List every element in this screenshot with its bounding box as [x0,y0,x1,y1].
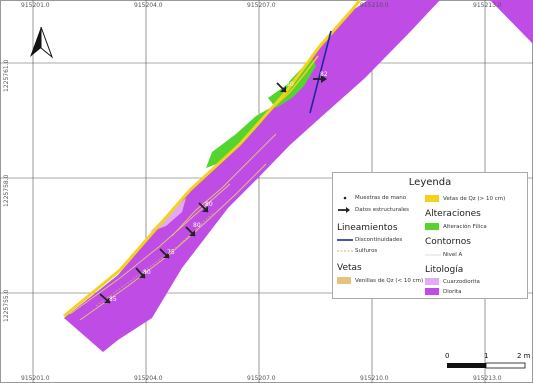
venilla-line-2[interactable] [79,163,267,321]
legend-heading-contornos: Contornos [425,237,471,247]
legend-heading-alteraciones: Alteraciones [425,209,481,219]
legend-item-muestras: Muestras de mano [355,195,407,201]
coord-bottom-5: 915213.0 [473,375,502,382]
discontinuidad-line-icon [337,239,353,241]
scale-label-1: 1 [484,352,489,360]
coord-top-4: 915210.0 [360,2,389,9]
veta-qz-line-1[interactable] [63,0,362,318]
dip-label: 75 [167,249,175,256]
alteracion-filica-polygon-s[interactable] [206,108,270,168]
diorita-polygon-main[interactable] [64,0,440,352]
venillas-swatch-icon [337,277,351,284]
arrow-right-icon [338,207,350,213]
cuarzodiorita-swatch-icon [425,278,439,285]
strike-dip-arrow-7[interactable] [313,75,327,83]
dip-label: 85 [109,296,117,303]
scale-label-0: 0 [445,352,450,360]
legend-item-venillas: Venillas de Qz (< 10 cm) [355,278,424,284]
strike-dip-arrow-4[interactable] [185,226,196,237]
sulfuro-line-icon [337,250,353,252]
coord-top-5: 915213.0 [473,2,502,9]
coord-left-1: 1225761.0 [3,59,10,92]
coord-top-1: 915201.0 [21,2,50,9]
scale-label-2: 2 m [517,352,531,360]
legend-item-nivel-a: Nivel A [443,252,463,258]
diorita-polygon-ne[interactable] [490,0,533,44]
dip-label: 82 [320,71,328,78]
legend-item-discontinuidades: Discontinuidades [355,237,403,243]
diorita-swatch-icon [425,288,439,295]
legend-heading-litologia: Litología [425,265,464,275]
alteracion-filica-swatch-icon [425,223,439,230]
nivel-a-line-icon [425,254,441,256]
strike-dip-arrow-5[interactable] [198,202,209,213]
veta-qz-line-2[interactable] [267,55,319,113]
scale-bar [447,362,526,369]
venilla-line-3[interactable] [171,133,277,237]
coord-left-2: 1225758.0 [3,174,10,207]
muestra-dot-icon [343,196,347,200]
coord-left-3: 1225755.0 [3,289,10,322]
coord-bottom-3: 915207.0 [247,375,276,382]
dip-label: 80 [193,222,201,229]
dip-label: 80 [205,201,213,208]
strike-dip-arrow-2[interactable] [135,267,146,279]
dip-labels: 85 80 75 80 80 80 82 [109,71,328,303]
legend-title: Leyenda [408,177,452,188]
venilla-line-1[interactable] [69,183,231,315]
discontinuidad-line[interactable] [309,30,332,114]
datos-estructurales[interactable] [99,75,327,304]
sulfuro-line-1[interactable] [95,211,215,307]
strike-dip-arrow-6[interactable] [276,82,287,93]
legend-item-vetas-qz: Vetas de Qz (> 10 cm) [443,196,506,202]
legend-item-diorita: Diorita [443,289,462,295]
dip-label: 80 [143,269,151,276]
legend-item-datos: Datos estructurales [355,207,409,213]
strike-dip-arrow-1[interactable] [99,293,111,304]
legend-item-alteracion-filica: Alteración Fílica [443,224,487,230]
vetas-qz-swatch-icon [425,195,439,202]
strike-dip-arrow-3[interactable] [159,248,170,259]
legend-heading-lineamientos: Lineamientos [337,223,398,233]
legend-item-sulfuros: Sulfuros [355,248,378,254]
coord-bottom-2: 915204.0 [134,375,163,382]
north-arrow-icon [30,26,54,59]
coord-top-2: 915204.0 [134,2,163,9]
map-legend: Leyenda Muestras de mano Datos estructur… [332,172,528,299]
legend-heading-vetas: Vetas [337,263,362,273]
dip-label: 80 [286,81,294,88]
legend-item-cuarzodiorita: Cuarzodiorita [443,279,480,285]
coord-top-3: 915207.0 [247,2,276,9]
coord-bottom-4: 915210.0 [360,375,389,382]
coord-bottom-1: 915201.0 [21,375,50,382]
